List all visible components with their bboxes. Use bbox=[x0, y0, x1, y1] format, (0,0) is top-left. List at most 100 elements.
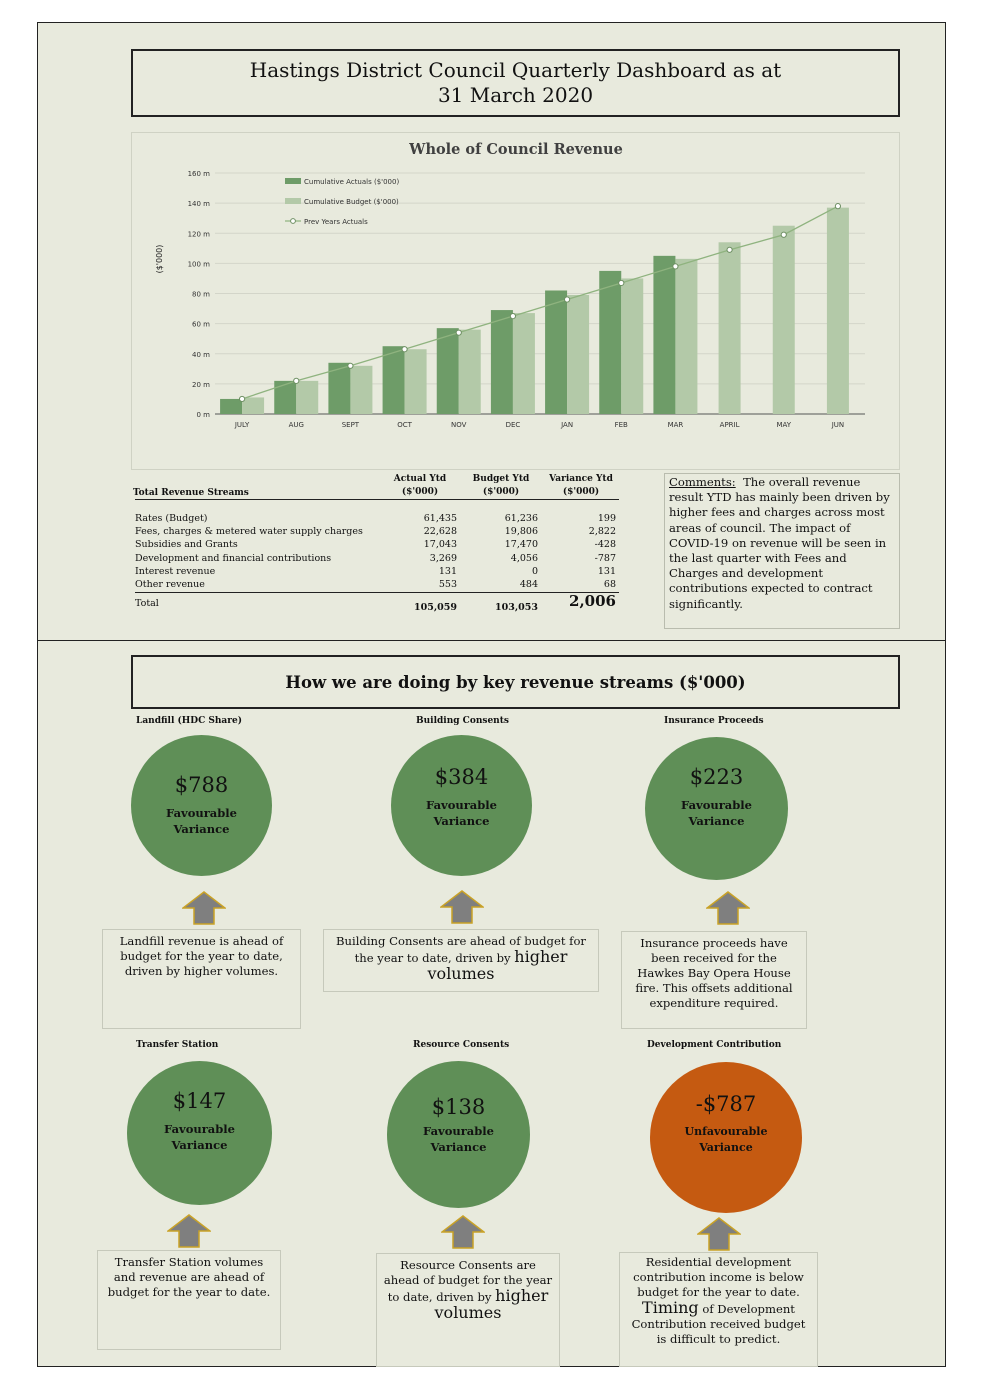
y-tick-label: 100 m bbox=[188, 260, 211, 268]
legend-marker-prev bbox=[290, 218, 296, 224]
note-transfer: Transfer Station volumes and revenue are… bbox=[97, 1250, 281, 1350]
col-budget-l1: Budget Ytd bbox=[472, 474, 530, 484]
note-emphasis: higher volumes bbox=[434, 1286, 549, 1322]
legend-swatch-actual bbox=[285, 178, 301, 184]
y-tick-label: 60 m bbox=[192, 321, 210, 329]
row-actual: 17,043 bbox=[423, 539, 457, 550]
col-actual-l2: ($'000) bbox=[401, 487, 439, 497]
note-text: Landfill revenue is ahead of budget for … bbox=[119, 934, 284, 978]
prev-years-point bbox=[726, 246, 733, 253]
x-tick-label: JULY bbox=[234, 421, 250, 429]
variance-circle-resource: $138 Favourable Variance bbox=[387, 1061, 530, 1208]
note-text: Residential development contribution inc… bbox=[633, 1255, 804, 1299]
variance-amount: $788 bbox=[174, 773, 229, 797]
row-budget: 19,806 bbox=[504, 526, 538, 537]
row-budget: 61,236 bbox=[504, 513, 538, 524]
y-tick-label: 0 m bbox=[197, 411, 211, 419]
x-tick-label: NOV bbox=[451, 421, 467, 429]
note-tail: of Development Contribution received bud… bbox=[631, 1302, 806, 1346]
y-tick-label: 80 m bbox=[192, 291, 210, 299]
note-emphasis: higher volumes bbox=[427, 947, 568, 983]
bar-actual bbox=[653, 255, 676, 414]
table-row: Fees, charges & metered water supply cha… bbox=[135, 525, 619, 538]
variance-label: Favourable Variance bbox=[423, 1124, 494, 1154]
title-line-1: Hastings District Council Quarterly Dash… bbox=[249, 58, 782, 82]
col-variance-header: Variance Ytd ($'000) bbox=[541, 473, 621, 499]
total-actual: 105,059 bbox=[414, 602, 457, 613]
x-tick-label: JUN bbox=[831, 421, 844, 429]
row-name: Fees, charges & metered water supply cha… bbox=[135, 526, 363, 537]
row-actual: 61,435 bbox=[423, 513, 457, 524]
table-row: Other revenue 553 484 68 bbox=[135, 578, 619, 591]
row-variance: -787 bbox=[594, 553, 616, 564]
prev-years-point bbox=[618, 279, 625, 287]
note-resource: Resource Consents are ahead of budget fo… bbox=[376, 1253, 560, 1367]
x-tick-label: MAR bbox=[668, 421, 684, 429]
row-actual: 131 bbox=[438, 566, 457, 577]
prev-years-point bbox=[834, 203, 842, 210]
stream-title-development: Development Contribution bbox=[647, 1040, 782, 1050]
table-row: Development and financial contributions … bbox=[135, 552, 619, 565]
row-actual: 553 bbox=[438, 579, 457, 590]
row-actual: 22,628 bbox=[423, 526, 457, 537]
variance-label: Favourable Variance bbox=[681, 798, 752, 828]
variance-amount: $223 bbox=[689, 765, 744, 789]
table-header-label: Total Revenue Streams bbox=[133, 488, 249, 498]
col-variance-l1: Variance Ytd bbox=[549, 474, 613, 484]
bar-actual bbox=[545, 290, 568, 414]
variance-amount: $384 bbox=[434, 765, 489, 789]
row-variance: 68 bbox=[603, 579, 616, 590]
variance-amount: -$787 bbox=[695, 1092, 757, 1116]
bar-budget bbox=[772, 225, 795, 414]
y-axis-label: ($'000) bbox=[155, 245, 164, 274]
comments-box: Comments: The overall revenue result YTD… bbox=[664, 473, 900, 629]
revenue-chart: Whole of Council Revenue 0 m 20 m 40 m 60 m 8… bbox=[131, 132, 900, 470]
col-budget-header: Budget Ytd ($'000) bbox=[466, 473, 536, 499]
variance-circle-development: -$787 Unfavourable Variance bbox=[650, 1062, 802, 1213]
up-arrow-icon bbox=[182, 891, 226, 925]
y-tick-label: 140 m bbox=[188, 200, 211, 208]
bar-actual bbox=[599, 270, 622, 414]
section-title: How we are doing by key revenue streams … bbox=[131, 655, 900, 709]
col-budget-l2: ($'000) bbox=[482, 487, 520, 497]
prev-years-point bbox=[563, 296, 571, 303]
table-row: Subsidies and Grants 17,043 17,470 -428 bbox=[135, 538, 619, 551]
bar-budget bbox=[826, 207, 849, 414]
row-variance: 2,822 bbox=[588, 526, 616, 537]
y-tick-label: 160 m bbox=[188, 170, 211, 178]
stream-title-building: Building Consents bbox=[416, 716, 509, 726]
title-line-2: 31 March 2020 bbox=[437, 83, 594, 107]
x-tick-label: FEB bbox=[615, 421, 628, 429]
row-budget: 4,056 bbox=[510, 553, 538, 564]
bar-actual bbox=[382, 346, 405, 414]
x-tick-label: MAY bbox=[776, 421, 791, 429]
variance-circle-insurance: $223 Favourable Variance bbox=[645, 737, 788, 880]
col-actual-header: Actual Ytd ($'000) bbox=[385, 473, 455, 499]
note-insurance: Insurance proceeds have been received fo… bbox=[621, 931, 807, 1029]
variance-amount: $147 bbox=[172, 1089, 227, 1113]
note-landfill: Landfill revenue is ahead of budget for … bbox=[102, 929, 301, 1029]
row-variance: -428 bbox=[594, 539, 616, 550]
prev-years-line bbox=[241, 205, 839, 400]
row-variance: 199 bbox=[597, 513, 616, 524]
variance-circle-landfill: $788 Favourable Variance bbox=[131, 735, 272, 876]
row-name: Rates (Budget) bbox=[135, 513, 208, 524]
row-variance: 131 bbox=[597, 566, 616, 577]
bar-actual bbox=[490, 310, 513, 414]
up-arrow-icon bbox=[167, 1214, 211, 1248]
stream-title-landfill: Landfill (HDC Share) bbox=[136, 716, 242, 726]
prev-years-point bbox=[293, 377, 300, 384]
chart-title: Whole of Council Revenue bbox=[408, 141, 623, 158]
page-title: Hastings District Council Quarterly Dash… bbox=[131, 49, 900, 117]
prev-years-point bbox=[455, 329, 462, 336]
row-budget: 0 bbox=[531, 566, 538, 577]
variance-label: Favourable Variance bbox=[426, 798, 497, 828]
row-name: Other revenue bbox=[135, 579, 205, 590]
up-arrow-icon bbox=[441, 1215, 485, 1249]
row-budget: 17,470 bbox=[504, 539, 538, 550]
bar-budget bbox=[404, 349, 427, 414]
table-total-rule bbox=[135, 592, 619, 593]
prev-years-point bbox=[401, 346, 408, 353]
total-variance: 2,006 bbox=[569, 592, 616, 610]
bar-budget bbox=[675, 258, 698, 414]
